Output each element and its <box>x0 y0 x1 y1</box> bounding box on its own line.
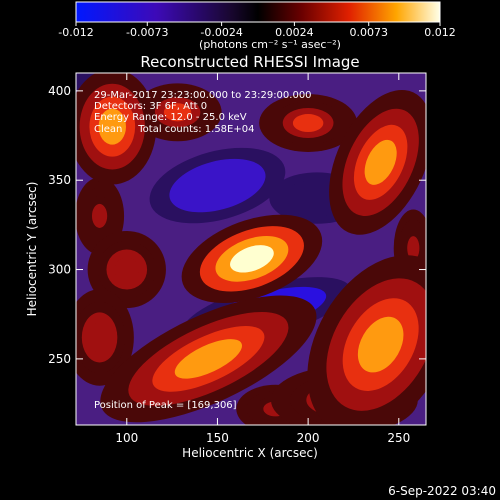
x-axis-label: Heliocentric X (arcsec) <box>182 446 318 460</box>
heatmap-feature <box>76 289 134 386</box>
heatmap-feature <box>181 214 323 303</box>
y-tick-label: 250 <box>48 352 71 366</box>
colorbar-tick-label: -0.0073 <box>126 26 168 39</box>
colorbar-unit-label: (photons cm⁻² s⁻¹ asec⁻²) <box>199 38 341 51</box>
x-tick-label: 150 <box>206 431 229 445</box>
y-tick-label: 300 <box>48 263 71 277</box>
colorbar-tick-label: -0.012 <box>58 26 93 39</box>
y-tick-label: 350 <box>48 173 71 187</box>
footer-timestamp: 6-Sep-2022 03:40 <box>388 484 496 498</box>
annotation-energy-range: Energy Range: 12.0 - 25.0 keV <box>94 112 247 123</box>
annotation-counts: Clean Total counts: 1.58E+04 <box>94 124 254 135</box>
colorbar-tick-label: 0.0024 <box>275 26 314 39</box>
heatmap-feature-layer <box>364 139 397 185</box>
colorbar-tick-label: 0.0073 <box>349 26 388 39</box>
colorbar-ticks: -0.012 -0.0073 -0.0024 0.0024 0.0073 0.012 <box>58 22 456 39</box>
colorbar-gradient <box>75 1 441 23</box>
x-tick-label: 100 <box>115 431 138 445</box>
x-axis-ticks: 100 150 200 250 <box>115 73 410 445</box>
colorbar-tick-label: 0.012 <box>424 26 456 39</box>
x-tick-label: 250 <box>387 431 410 445</box>
heatmap-feature-layer <box>91 203 108 228</box>
heatmap-feature-layer <box>230 245 274 273</box>
heatmap-feature <box>100 295 317 423</box>
heatmap-feature-layer <box>88 322 111 353</box>
x-tick-label: 200 <box>297 431 320 445</box>
heatmap-feature-layer <box>114 257 139 282</box>
colorbar-tick-label: -0.0024 <box>200 26 242 39</box>
annotation-detectors: Detectors: 3F 6F, Att 0 <box>94 101 207 112</box>
heatmap-feature-layer <box>169 158 266 213</box>
y-axis-label: Heliocentric Y (arcsec) <box>25 182 39 317</box>
heatmap-feature <box>329 89 426 235</box>
heatmap-feature-layer <box>292 114 324 133</box>
chart-title: Reconstructed RHESSI Image <box>140 53 359 71</box>
colorbar: -0.012 -0.0073 -0.0024 0.0024 0.0073 0.012 (p… <box>58 1 456 51</box>
y-axis-ticks: 250 300 350 400 <box>48 84 426 366</box>
annotation-time-range: 29-Mar-2017 23:23:00.000 to 23:29:00.000 <box>94 90 312 101</box>
heatmap-features <box>76 73 426 425</box>
heatmap-feature-layer <box>357 316 404 373</box>
heatmap-feature <box>133 83 222 142</box>
heatmap-feature-layer <box>98 108 126 145</box>
heatmap-feature-layer <box>407 236 420 261</box>
heatmap-feature <box>259 94 358 152</box>
heatmap-feature <box>87 230 166 309</box>
annotation-block: 29-Mar-2017 23:23:00.000 to 23:29:00.000… <box>94 90 312 411</box>
heatmap-image <box>76 73 426 425</box>
heatmap-feature <box>307 255 426 425</box>
plot-frame <box>75 72 427 426</box>
heatmap-feature <box>76 73 157 185</box>
y-tick-label: 400 <box>48 84 71 98</box>
heatmap-feature-layer <box>163 103 192 122</box>
heatmap-feature <box>149 147 286 224</box>
annotation-peak-position: Position of Peak = [169,306] <box>94 400 237 411</box>
heatmap-feature-layer <box>174 339 243 379</box>
